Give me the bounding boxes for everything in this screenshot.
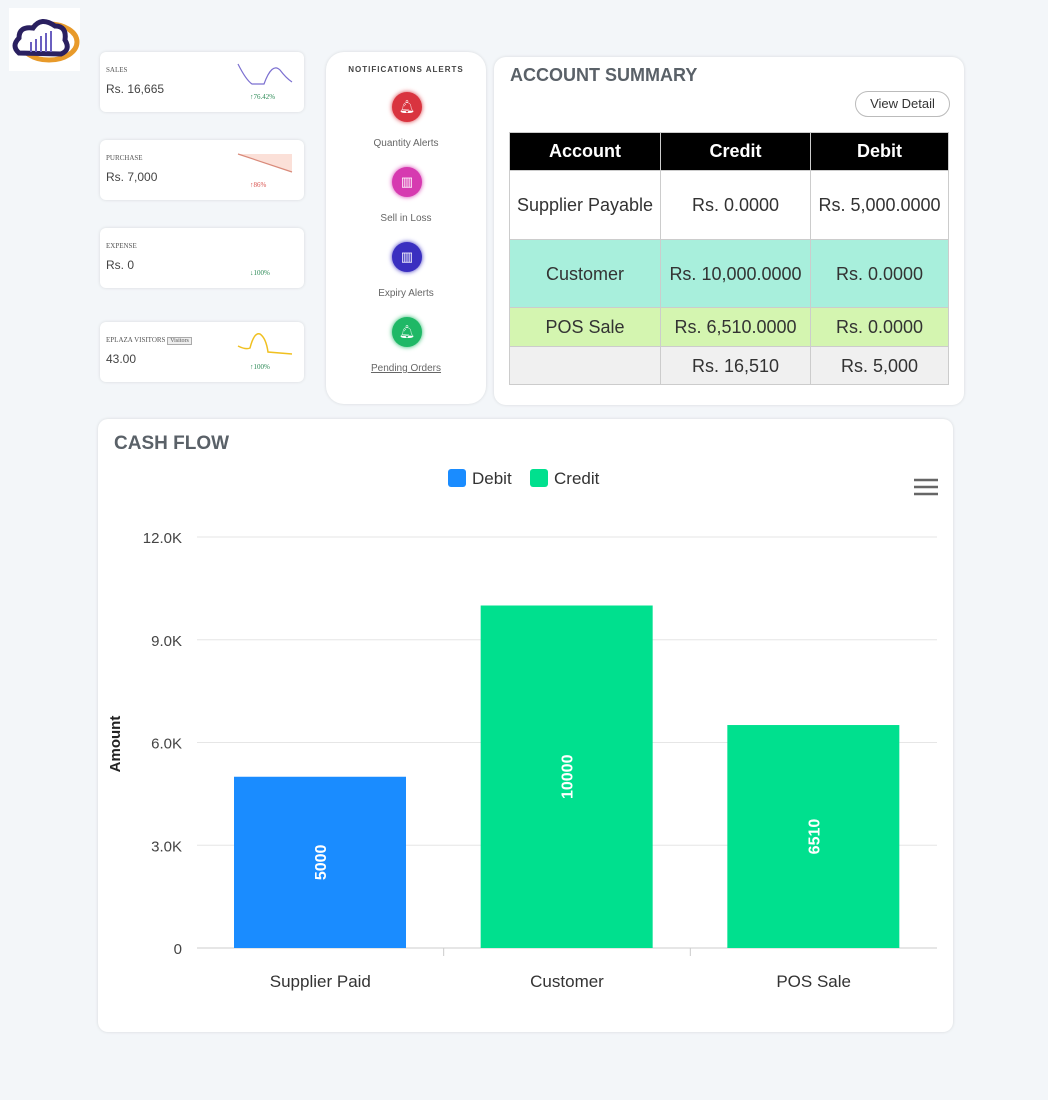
stat-value: Rs. 7,000 bbox=[106, 170, 158, 184]
notification-pending-orders[interactable]: Pending Orders bbox=[370, 363, 442, 374]
stat-value: Rs. 16,665 bbox=[106, 82, 165, 96]
table-cell bbox=[509, 346, 661, 385]
bar-pos-sale bbox=[727, 725, 900, 948]
legend-label-debit: Debit bbox=[472, 469, 512, 488]
bell-icon[interactable]: 🔔︎ bbox=[392, 92, 422, 122]
chart-icon[interactable]: ▥ bbox=[392, 242, 422, 272]
view-detail-button[interactable]: View Detail bbox=[855, 91, 950, 117]
legend-label-credit: Credit bbox=[554, 469, 600, 488]
sparkline bbox=[236, 236, 296, 266]
table-cell: Rs. 0.0000 bbox=[660, 170, 811, 240]
table-cell: POS Sale bbox=[509, 307, 661, 347]
stat-change: ↑86% bbox=[250, 181, 267, 189]
stat-label-text: SALES bbox=[106, 66, 128, 74]
table-cell: Rs. 10,000.0000 bbox=[660, 239, 811, 308]
x-tick-label: Customer bbox=[530, 972, 604, 991]
notification-sell-in-loss[interactable]: Sell in Loss bbox=[380, 213, 432, 224]
stat-card-sales[interactable]: SALES Rs. 16,665 ↑76.42% bbox=[100, 52, 304, 112]
table-cell: Rs. 16,510 bbox=[660, 346, 811, 385]
data-label: 5000 bbox=[313, 844, 330, 880]
stat-label: SALES bbox=[106, 66, 127, 74]
data-label: 10000 bbox=[560, 754, 577, 799]
table-cell: Rs. 5,000 bbox=[810, 346, 949, 385]
x-tick-label: POS Sale bbox=[776, 972, 851, 991]
y-tick-label: 6.0K bbox=[151, 736, 182, 753]
account-summary-panel: ACCOUNT SUMMARY View Detail Account Cred… bbox=[494, 57, 964, 405]
table-cell: Supplier Payable bbox=[509, 170, 661, 240]
stat-card-eplaza-visitors[interactable]: EPLAZA VISITORS Visitors 43.00 ↑100% bbox=[100, 322, 304, 382]
table-row: Supplier Payable Rs. 0.0000 Rs. 5,000.0000 bbox=[509, 170, 949, 240]
column-header-debit: Debit bbox=[810, 132, 949, 171]
data-label: 6510 bbox=[806, 819, 823, 855]
bar-supplier-paid bbox=[234, 776, 406, 948]
stat-value: 43.00 bbox=[106, 352, 137, 366]
cash-flow-title: CASH FLOW bbox=[114, 433, 230, 454]
sparkline bbox=[237, 333, 293, 355]
x-tick-label: Supplier Paid bbox=[270, 972, 371, 991]
y-axis-label: Amount bbox=[107, 716, 124, 773]
cash-flow-panel: CASH FLOW 0 3.0K 6.0K 9.0K 12.0K Supplier Pai… bbox=[98, 419, 953, 1032]
logo[interactable] bbox=[9, 8, 80, 71]
stat-change: ↑76.42% bbox=[250, 93, 276, 101]
y-tick-label: 0 bbox=[174, 941, 182, 958]
visitors-tag[interactable]: Visitors bbox=[167, 337, 192, 345]
notification-quantity-alerts[interactable]: Quantity Alerts bbox=[373, 138, 439, 149]
stat-label: EXPENSE bbox=[106, 242, 137, 250]
table-row: POS Sale Rs. 6,510.0000 Rs. 0.0000 bbox=[509, 307, 949, 347]
sparkline bbox=[237, 63, 293, 85]
stat-label-text: EXPENSE bbox=[106, 242, 137, 250]
table-cell: Rs. 0.0000 bbox=[810, 307, 949, 347]
notifications-title: NOTIFICATIONS ALERTS bbox=[348, 65, 464, 74]
stat-label: EPLAZA VISITORS Visitors bbox=[106, 336, 192, 345]
stat-label: PURCHASE bbox=[106, 154, 143, 162]
stat-value: Rs. 0 bbox=[106, 258, 135, 272]
table-cell: Rs. 0.0000 bbox=[810, 239, 949, 308]
account-summary-table: Account Credit Debit Supplier Payable Rs.… bbox=[509, 132, 949, 385]
notification-expiry-alerts[interactable]: Expiry Alerts bbox=[378, 288, 434, 299]
stat-card-purchase[interactable]: PURCHASE Rs. 7,000 ↑86% bbox=[100, 140, 304, 200]
stat-change: ↓100% bbox=[250, 269, 270, 277]
table-cell: Rs. 5,000.0000 bbox=[810, 170, 949, 240]
y-tick-label: 3.0K bbox=[151, 838, 182, 855]
sparkline bbox=[237, 153, 293, 173]
stat-label-text: EPLAZA VISITORS bbox=[106, 336, 166, 344]
stat-change: ↑100% bbox=[250, 363, 270, 371]
stat-card-expense[interactable]: EXPENSE Rs. 0 ↓100% bbox=[100, 228, 304, 288]
table-row: Rs. 16,510 Rs. 5,000 bbox=[509, 346, 949, 385]
column-header-credit: Credit bbox=[660, 132, 811, 171]
menu-icon[interactable] bbox=[914, 478, 938, 496]
stat-label-text: PURCHASE bbox=[106, 154, 143, 162]
account-summary-title: ACCOUNT SUMMARY bbox=[510, 65, 698, 85]
cash-flow-chart: 0 3.0K 6.0K 9.0K 12.0K Supplier Paid Customer P… bbox=[107, 469, 938, 991]
legend-swatch-credit bbox=[530, 469, 548, 487]
table-cell: Customer bbox=[509, 239, 661, 308]
y-tick-label: 9.0K bbox=[151, 633, 182, 650]
bell-icon[interactable]: 🔔︎ bbox=[392, 317, 422, 347]
bar-customer bbox=[480, 605, 653, 948]
y-tick-label: 12.0K bbox=[143, 530, 182, 547]
chart-icon[interactable]: ▥ bbox=[392, 167, 422, 197]
legend-swatch-debit bbox=[448, 469, 466, 487]
table-cell: Rs. 6,510.0000 bbox=[660, 307, 811, 347]
table-row: Customer Rs. 10,000.0000 Rs. 0.0000 bbox=[509, 239, 949, 308]
column-header-account: Account bbox=[509, 132, 661, 171]
notifications-panel: NOTIFICATIONS ALERTS 🔔︎ Quantity Alerts ▥… bbox=[326, 52, 486, 404]
